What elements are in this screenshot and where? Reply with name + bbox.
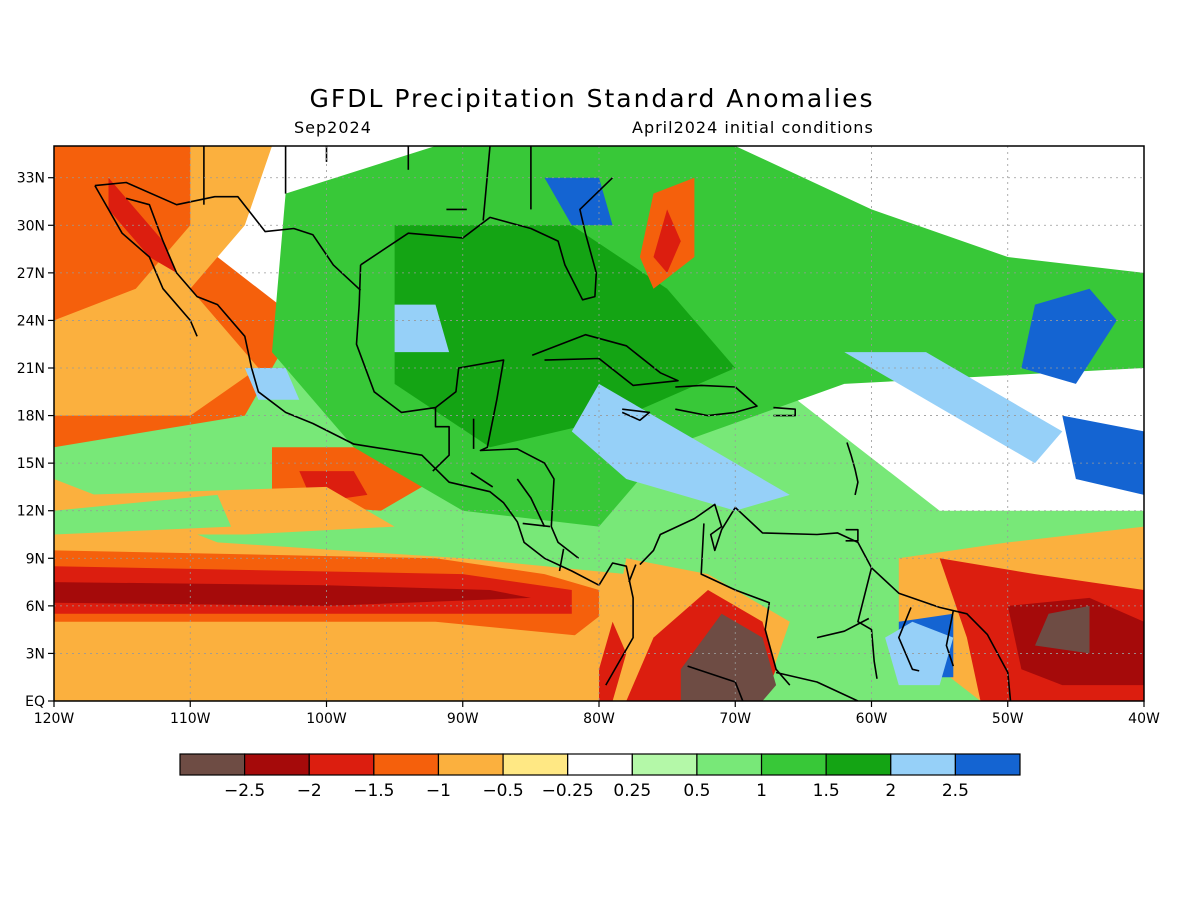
anomaly-region-8 bbox=[54, 582, 531, 606]
coastline-segment-32 bbox=[775, 671, 859, 701]
coastline-segment-4 bbox=[531, 333, 679, 387]
coastline-segment-31 bbox=[816, 617, 870, 639]
anomaly-region-21 bbox=[1035, 605, 1090, 654]
coastline-segment-29 bbox=[898, 607, 920, 672]
coastline-segment-24 bbox=[558, 548, 565, 572]
graticule bbox=[54, 146, 1144, 701]
colorbar-label: −2.5 bbox=[224, 781, 265, 801]
colorbar-swatch bbox=[502, 753, 569, 776]
coastline-segment-22 bbox=[516, 478, 546, 527]
colorbar-swatch bbox=[567, 753, 633, 776]
anomaly-region-27 bbox=[1062, 415, 1144, 495]
colorbar-swatch bbox=[437, 753, 504, 776]
anomaly-region-28 bbox=[544, 177, 613, 226]
coastline-segment-30 bbox=[945, 610, 955, 667]
anomaly-region-26 bbox=[1021, 288, 1117, 384]
coastline-segment-26 bbox=[700, 523, 791, 686]
colorbar-label: −0.25 bbox=[542, 781, 594, 801]
colorbar-swatch bbox=[760, 753, 827, 776]
lon-tick-label: 50W bbox=[992, 711, 1024, 727]
axis-ticks: 120W 110W 100W 90W 80W 70W 60W 50W 40W EQ 3N 6N 9N 12… bbox=[17, 171, 1160, 727]
coastline-segment-9 bbox=[845, 528, 859, 542]
colorbar-label: 1.5 bbox=[813, 781, 840, 801]
lat-tick-label: 9N bbox=[26, 551, 45, 567]
lat-tick-label: 21N bbox=[17, 361, 45, 377]
lat-tick-label: 24N bbox=[17, 313, 45, 329]
anomaly-region-24 bbox=[571, 383, 790, 511]
coastline-segment-2 bbox=[355, 264, 580, 559]
anomaly-region-34 bbox=[653, 209, 681, 273]
coastline-segment-7 bbox=[773, 406, 796, 417]
anomaly-region-15 bbox=[680, 613, 777, 701]
colorbar-label: −2 bbox=[297, 781, 322, 801]
coastline-segment-25 bbox=[628, 564, 637, 583]
coastline-segment-8 bbox=[639, 503, 1012, 701]
coastline-segment-11 bbox=[94, 181, 362, 291]
coastline-segment-6 bbox=[621, 408, 651, 422]
colorbar-swatch bbox=[373, 753, 440, 776]
lon-tick-label: 110W bbox=[170, 711, 211, 727]
colorbar: −2.5 −2 −1.5 −1 −0.5 −0.25 0.25 0.5 1 1.5 2 2.5 bbox=[179, 753, 1021, 801]
initial-conditions-label: April2024 initial conditions bbox=[632, 118, 874, 137]
colorbar-swatch bbox=[308, 753, 375, 776]
coastline-segment-28 bbox=[857, 567, 878, 679]
lat-tick-label: 18N bbox=[17, 409, 45, 425]
lon-tick-label: 90W bbox=[447, 711, 479, 727]
colorbar-swatch bbox=[954, 753, 1021, 776]
colorbar-label: 2.5 bbox=[942, 781, 969, 801]
lat-tick-label: 6N bbox=[26, 599, 45, 615]
lon-tick-label: 40W bbox=[1128, 711, 1160, 727]
anomaly-region-29 bbox=[394, 304, 450, 353]
lat-tick-label: 30N bbox=[17, 218, 45, 234]
lon-tick-label: 120W bbox=[34, 711, 75, 727]
coastline-segment-16 bbox=[482, 146, 491, 221]
map-title: GFDL Precipitation Standard Anomalies bbox=[309, 84, 875, 113]
coastline-segment-21 bbox=[470, 472, 494, 488]
colorbar-swatch bbox=[696, 753, 763, 776]
anomaly-region-5 bbox=[108, 177, 177, 273]
colorbar-label: −0.5 bbox=[482, 781, 523, 801]
colorbar-label: 0.25 bbox=[613, 781, 651, 801]
lon-tick-label: 60W bbox=[856, 711, 888, 727]
lat-tick-label: 3N bbox=[26, 646, 45, 662]
coastline-segment-23 bbox=[522, 522, 551, 528]
colorbar-swatch bbox=[825, 753, 892, 776]
colorbar-label: 2 bbox=[885, 781, 896, 801]
lat-tick-label: 27N bbox=[17, 266, 45, 282]
lon-tick-label: 100W bbox=[306, 711, 347, 727]
colorbar-swatch bbox=[890, 753, 956, 776]
anomaly-region-12 bbox=[54, 494, 232, 535]
colorbar-swatch bbox=[179, 753, 246, 776]
lon-tick-label: 70W bbox=[719, 711, 751, 727]
lat-tick-label: 15N bbox=[17, 456, 45, 472]
anomaly-region-17 bbox=[599, 621, 627, 701]
colorbar-swatch bbox=[244, 753, 310, 776]
lon-tick-label: 80W bbox=[583, 711, 615, 727]
valid-month-label: Sep2024 bbox=[294, 118, 372, 137]
coastline-segment-10 bbox=[846, 442, 859, 496]
colorbar-label: −1 bbox=[426, 781, 451, 801]
colorbar-label: 1 bbox=[756, 781, 767, 801]
lat-tick-label: 12N bbox=[17, 504, 45, 520]
lat-tick-label: 33N bbox=[17, 171, 45, 187]
lat-tick-label: EQ bbox=[25, 694, 45, 710]
colorbar-label: 0.5 bbox=[683, 781, 710, 801]
colorbar-label: −1.5 bbox=[353, 781, 394, 801]
colorbar-swatch bbox=[631, 753, 698, 776]
coastline-segment-19 bbox=[432, 407, 450, 472]
